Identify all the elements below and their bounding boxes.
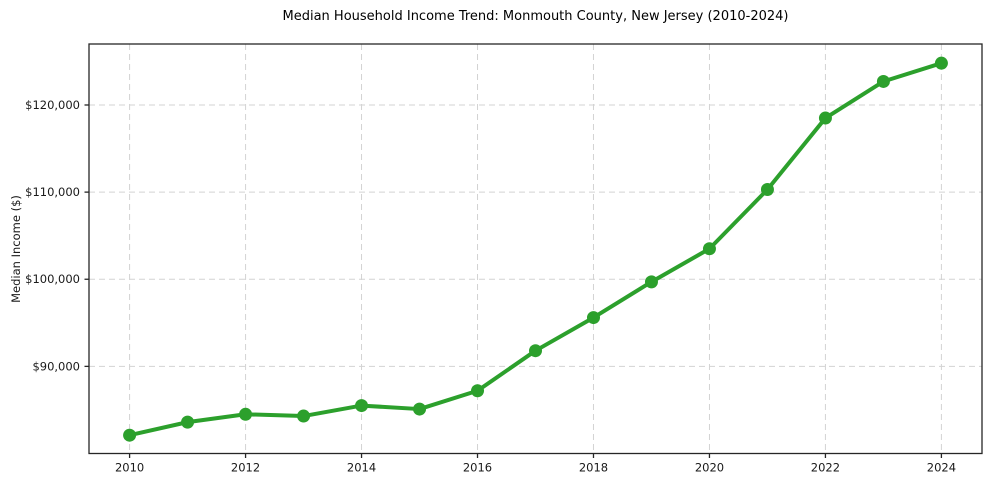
- data-point-marker: [181, 415, 195, 429]
- data-point-marker: [123, 428, 137, 442]
- y-tick-label: $100,000: [25, 272, 80, 286]
- x-tick-label: 2012: [231, 461, 260, 475]
- data-point-marker: [529, 344, 542, 358]
- data-point-marker: [934, 56, 948, 70]
- x-tick-label: 2022: [811, 461, 840, 475]
- x-tick-label: 2024: [927, 461, 956, 475]
- data-point-marker: [471, 384, 485, 398]
- data-point-marker: [760, 183, 774, 197]
- y-tick-label: $110,000: [25, 185, 80, 199]
- x-tick-label: 2016: [463, 461, 492, 475]
- data-point-marker: [239, 407, 253, 421]
- data-point-marker: [644, 275, 658, 289]
- y-tick-label: $120,000: [25, 98, 80, 112]
- data-point-marker: [702, 242, 716, 256]
- data-point-marker: [297, 409, 311, 423]
- data-point-marker: [586, 311, 600, 325]
- data-point-marker: [355, 399, 369, 413]
- x-tick-label: 2018: [579, 461, 608, 475]
- plot-border: [88, 43, 983, 455]
- x-tick-label: 2014: [347, 461, 376, 475]
- y-tick-label: $90,000: [32, 359, 80, 373]
- data-point-marker: [413, 402, 427, 416]
- data-point-marker: [818, 111, 832, 125]
- chart-title: Median Household Income Trend: Monmouth …: [282, 9, 789, 24]
- x-tick-label: 2010: [115, 461, 144, 475]
- x-tick-label: 2020: [695, 461, 724, 475]
- data-point-marker: [876, 74, 890, 88]
